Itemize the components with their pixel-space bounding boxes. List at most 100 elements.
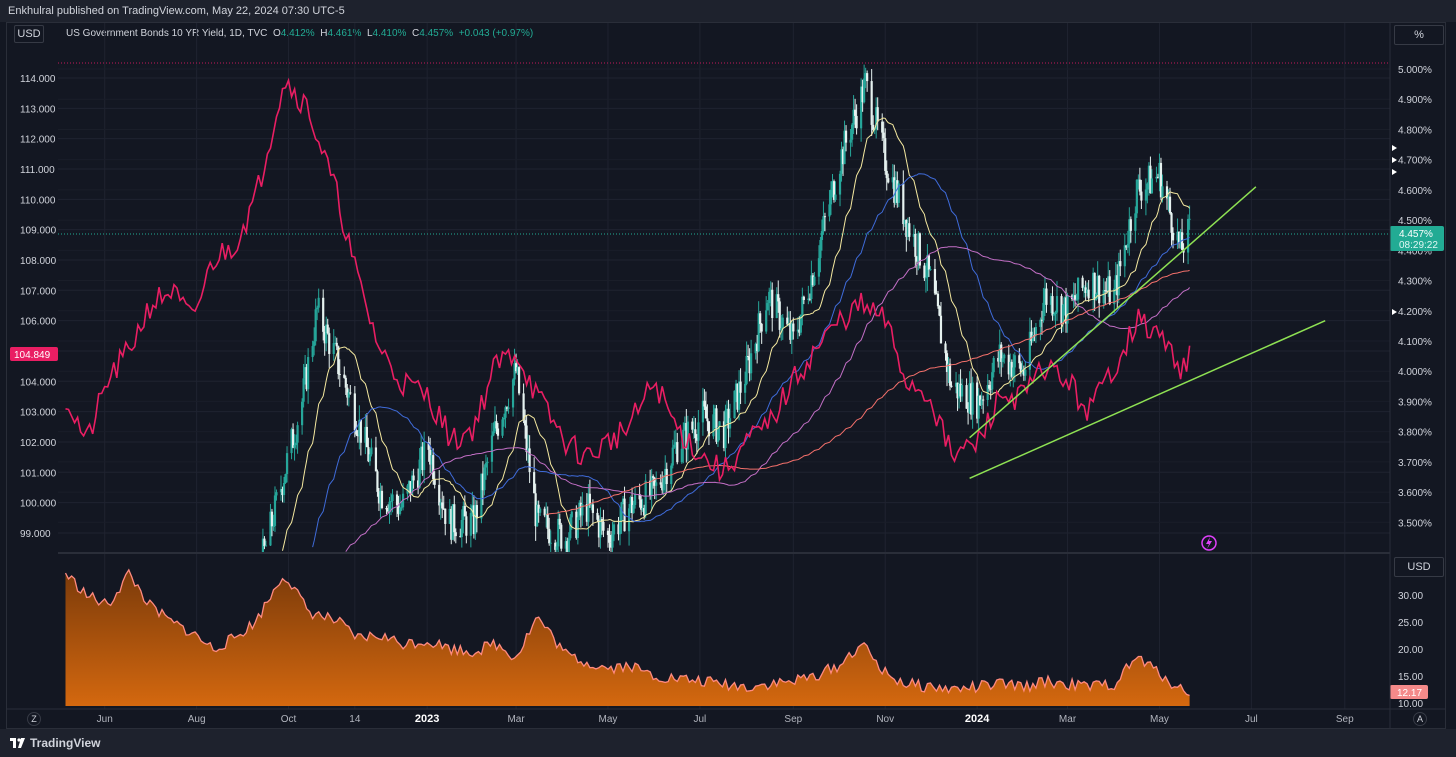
candle-body [633, 493, 637, 505]
candle-body [588, 493, 591, 506]
candle-body [490, 435, 494, 462]
close-label: C [412, 28, 420, 39]
candle-body [469, 512, 472, 536]
candle-body [1034, 326, 1038, 336]
candle-body [817, 258, 821, 277]
candle-body [1180, 232, 1184, 250]
candle-body [722, 421, 726, 449]
candle-body [304, 367, 307, 379]
candle-body [395, 494, 399, 506]
candle-body [694, 429, 697, 438]
candle-body [444, 508, 447, 524]
candle-body [1128, 219, 1131, 244]
candle-body [557, 518, 560, 547]
dxy-last-tag [10, 347, 58, 361]
left-y-tick-label: 111.000 [20, 165, 55, 176]
candle-body [279, 489, 283, 493]
candle-body [269, 511, 272, 546]
candle-body [933, 269, 937, 294]
x-tick-label: Mar [507, 714, 525, 725]
candle-body [1107, 276, 1110, 291]
candle-body [1072, 295, 1075, 300]
candle-body [923, 265, 926, 279]
percent-scale-button[interactable]: % [1394, 25, 1444, 45]
candle-body [522, 393, 525, 421]
yield-candles [258, 64, 1191, 554]
candle-body [439, 502, 442, 506]
candle-body [338, 374, 341, 376]
candle-body [1188, 218, 1191, 220]
candle-body [281, 489, 284, 496]
ma-mid-line [312, 173, 1190, 548]
lower-pane [64, 568, 1190, 706]
candle-body [662, 478, 665, 491]
currency-selector-button[interactable]: USD [14, 25, 44, 43]
candle-body [560, 524, 563, 549]
candle-body [472, 505, 475, 535]
candle-body [938, 306, 941, 316]
right-y-tick-label: 3.800% [1398, 428, 1432, 439]
published-header: Enkhulral published on TradingView.com, … [0, 0, 1456, 22]
auto-scale-button[interactable]: A [1413, 712, 1427, 726]
candle-body [314, 309, 317, 342]
candle-body [912, 233, 915, 237]
candle-body [525, 425, 528, 453]
candle-body [750, 353, 753, 374]
candle-body [1114, 275, 1117, 289]
candle-body [1159, 162, 1163, 198]
candle-body [349, 392, 352, 394]
candle-body [838, 173, 842, 195]
candle-body [1186, 219, 1190, 253]
candle-body [881, 121, 884, 133]
candle-body [1012, 367, 1015, 377]
brand-label[interactable]: TradingView [30, 736, 101, 750]
candle-body [745, 355, 748, 384]
candle-body [882, 132, 885, 139]
candle-body [840, 149, 843, 174]
candle-body [1063, 297, 1066, 305]
candle-body [1010, 361, 1013, 377]
x-tick-label: Jul [1245, 714, 1258, 725]
candle-body [1150, 178, 1154, 194]
candle-body [713, 408, 717, 415]
candle-body [507, 407, 510, 409]
lower-currency-button[interactable]: USD [1394, 557, 1444, 577]
candle-body [765, 310, 768, 332]
left-y-tick-label: 99.000 [20, 529, 51, 540]
candle-body [326, 324, 329, 334]
zoom-z-button[interactable]: Z [27, 712, 41, 726]
candle-body [683, 422, 686, 430]
candle-body [474, 505, 477, 535]
candle-body [608, 534, 611, 543]
candle-body [1144, 189, 1148, 201]
lower-y-tick-label: 30.00 [1398, 591, 1423, 602]
candle-body [282, 482, 286, 496]
candle-body [1081, 277, 1084, 288]
candle-body [1003, 354, 1006, 359]
candle-body [323, 331, 326, 344]
candle-body [578, 502, 581, 518]
candle-body [356, 434, 359, 437]
candle-body [285, 453, 289, 475]
candle-body [313, 341, 316, 347]
candle-body [548, 528, 551, 544]
candle-body [514, 363, 518, 372]
candle-body [1123, 245, 1126, 267]
axis-labels: 114.000 113.000 112.000 111.000 110.000 109.0… [20, 65, 1432, 725]
candle-body [813, 276, 816, 286]
candle-body [712, 414, 715, 437]
candle-body [1098, 275, 1101, 304]
candle-body [1028, 331, 1031, 370]
candle-body [611, 534, 614, 548]
right-y-tick-label: 3.600% [1398, 488, 1432, 499]
x-tick-label: 14 [349, 714, 361, 725]
candle-body [1092, 272, 1095, 299]
candle-body [906, 223, 909, 237]
candle-body [965, 385, 968, 409]
candle-body [855, 115, 858, 129]
candle-body [460, 519, 463, 538]
candle-body [1043, 288, 1047, 303]
candle-body [960, 385, 964, 397]
candle-body [322, 297, 325, 332]
